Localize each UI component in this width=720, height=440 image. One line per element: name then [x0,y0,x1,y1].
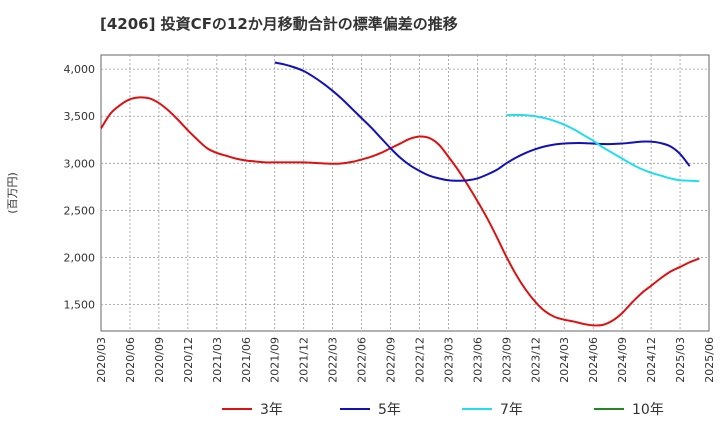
legend-label: 5年 [378,402,401,418]
x-tick-label: 2023/12 [529,337,542,383]
x-tick-label: 2024/03 [558,337,571,383]
x-tick-label: 2021/12 [298,337,311,383]
legend-label: 10年 [632,402,664,418]
x-tick-label: 2021/06 [240,337,253,383]
series-layer [100,61,700,327]
x-tick-label: 2023/09 [500,337,513,383]
axis-layer: 2020/03 2020/06 2020/09 2020/12 2021/03 2021/… [6,63,716,383]
series-line-3 [506,113,700,183]
x-tick-label: 2022/06 [356,337,369,383]
x-tick-label: 2024/06 [587,337,600,383]
x-tick-label: 2020/09 [153,337,166,383]
y-tick-label: 2,500 [64,204,96,217]
series-line-2 [274,61,691,182]
legend-label: 7年 [500,402,523,418]
chart-title: [4206] 投資CFの12か月移動合計の標準偏差の推移 [100,15,458,33]
legend-label: 3年 [260,402,283,418]
x-tick-label: 2025/03 [674,337,687,383]
x-tick-label: 2022/03 [327,337,340,383]
y-tick-label: 3,000 [64,157,96,170]
grid-layer [100,54,710,332]
x-tick-label: 2020/12 [182,337,195,383]
plot-frame [100,54,710,332]
x-tick-label: 2021/09 [269,337,282,383]
x-tick-label: 2023/03 [442,337,455,383]
x-tick-label: 2022/09 [385,337,398,383]
y-tick-label: 4,000 [64,63,96,76]
x-tick-label: 2020/03 [95,337,108,383]
x-tick-label: 2020/06 [124,337,137,383]
y-tick-label: 2,000 [64,252,96,265]
y-tick-label: 1,500 [64,299,96,312]
y-tick-label: 3,500 [64,110,96,123]
x-tick-label: 2021/03 [211,337,224,383]
x-tick-label: 2025/06 [703,337,716,383]
x-tick-label: 2024/09 [616,337,629,383]
series-line-1 [100,96,700,327]
y-axis-label: (百万円) [6,172,19,214]
legend-layer: 3年 5年 7年 10年 [222,402,664,418]
x-tick-label: 2023/06 [471,337,484,383]
x-tick-label: 2024/12 [645,337,658,383]
x-tick-label: 2022/12 [413,337,426,383]
